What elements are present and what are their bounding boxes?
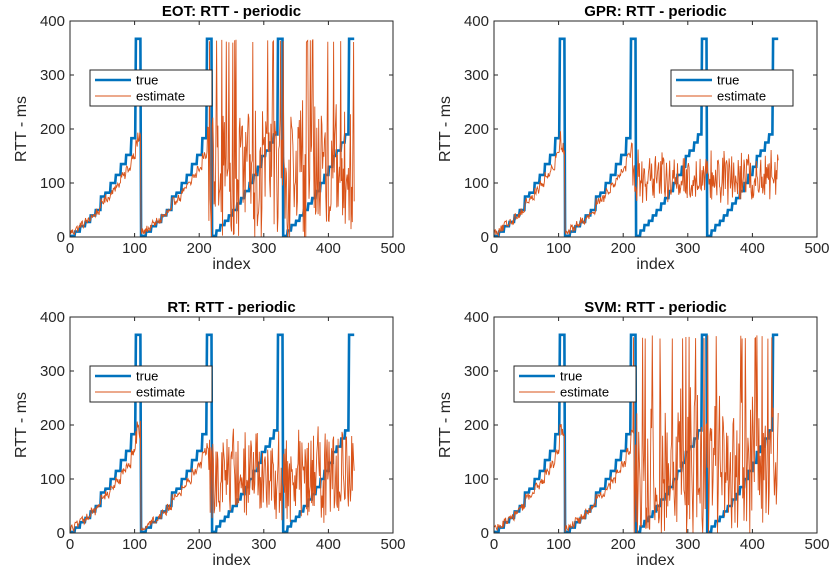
y-tick-label: 200 (40, 417, 65, 434)
y-tick-label: 200 (40, 121, 65, 138)
chart-title: SVM: RTT - periodic (584, 299, 727, 316)
legend-box (89, 365, 213, 403)
x-tick-label: 500 (804, 536, 829, 553)
chart-title: EOT: RTT - periodic (162, 3, 301, 20)
x-tick-label: 400 (316, 536, 341, 553)
y-tick-label: 0 (57, 525, 65, 542)
y-tick-label: 200 (464, 417, 489, 434)
legend-label-estimate: estimate (136, 385, 185, 400)
series-estimate-line (494, 131, 779, 237)
x-tick-label: 200 (187, 240, 212, 257)
legend-label-estimate: estimate (717, 89, 766, 104)
y-tick-label: 400 (464, 309, 489, 326)
y-tick-label: 0 (481, 525, 489, 542)
y-axis-label: RTT - ms (13, 392, 30, 458)
y-tick-label: 100 (464, 471, 489, 488)
legend-label-true: true (136, 73, 158, 88)
y-tick-label: 400 (40, 13, 65, 30)
y-tick-label: 0 (481, 229, 489, 246)
x-tick-label: 100 (546, 536, 571, 553)
chart-panel-1: 0 100 200 300 400 500 0 100 200 300 400 EOT: RTT - … (13, 3, 406, 273)
y-axis-label: RTT - ms (13, 96, 30, 162)
y-tick-label: 300 (40, 67, 65, 84)
plot-area (70, 317, 393, 533)
legend-box (89, 69, 213, 107)
x-tick-label: 0 (66, 536, 74, 553)
y-tick-label: 400 (40, 309, 65, 326)
y-tick-label: 100 (464, 175, 489, 192)
x-tick-label: 0 (66, 240, 74, 257)
x-tick-label: 0 (490, 240, 498, 257)
y-tick-label: 100 (40, 471, 65, 488)
series-estimate-line (70, 39, 355, 237)
x-tick-label: 0 (490, 536, 498, 553)
x-tick-label: 300 (251, 240, 276, 257)
chart-title: RT: RTT - periodic (167, 299, 295, 316)
series-true-line (494, 37, 779, 237)
x-tick-label: 100 (122, 240, 147, 257)
chart-panel-3: 0 100 200 300 400 500 0 100 200 300 400 RT: RTT - p… (13, 299, 406, 569)
x-tick-label: 200 (187, 536, 212, 553)
x-tick-label: 400 (316, 240, 341, 257)
plot-area (494, 21, 817, 237)
legend-label-true: true (560, 369, 582, 384)
legend-box (513, 365, 637, 403)
chart-title: GPR: RTT - periodic (584, 3, 727, 20)
legend-label-true: true (717, 73, 739, 88)
y-tick-label: 400 (464, 13, 489, 30)
series-estimate-line (70, 420, 355, 533)
x-tick-label: 400 (740, 536, 765, 553)
x-tick-label: 300 (251, 536, 276, 553)
x-tick-label: 200 (611, 240, 636, 257)
legend-label-true: true (136, 369, 158, 384)
series-true-line (70, 37, 355, 237)
series-estimate-line (494, 335, 779, 533)
y-tick-label: 100 (40, 175, 65, 192)
x-axis-label: index (636, 552, 674, 569)
x-tick-label: 200 (611, 536, 636, 553)
x-tick-label: 500 (380, 536, 405, 553)
y-tick-label: 300 (464, 363, 489, 380)
x-axis-label: index (636, 256, 674, 273)
y-axis-label: RTT - ms (437, 96, 454, 162)
chart-panel-4: 0 100 200 300 400 500 0 100 200 300 400 SVM: RTT - … (437, 299, 830, 569)
x-axis-label: index (212, 552, 250, 569)
x-tick-label: 100 (546, 240, 571, 257)
x-axis-label: index (212, 256, 250, 273)
x-tick-label: 400 (740, 240, 765, 257)
y-tick-label: 0 (57, 229, 65, 246)
x-tick-label: 300 (675, 536, 700, 553)
y-tick-label: 300 (40, 363, 65, 380)
x-tick-label: 500 (804, 240, 829, 257)
x-tick-label: 100 (122, 536, 147, 553)
legend-box (670, 69, 794, 107)
legend-label-estimate: estimate (560, 385, 609, 400)
chart-panel-2: 0 100 200 300 400 500 0 100 200 300 400 GPR: RTT - … (437, 3, 830, 273)
legend-label-estimate: estimate (136, 89, 185, 104)
x-tick-label: 300 (675, 240, 700, 257)
y-axis-label: RTT - ms (437, 392, 454, 458)
y-tick-label: 200 (464, 121, 489, 138)
y-tick-label: 300 (464, 67, 489, 84)
x-tick-label: 500 (380, 240, 405, 257)
